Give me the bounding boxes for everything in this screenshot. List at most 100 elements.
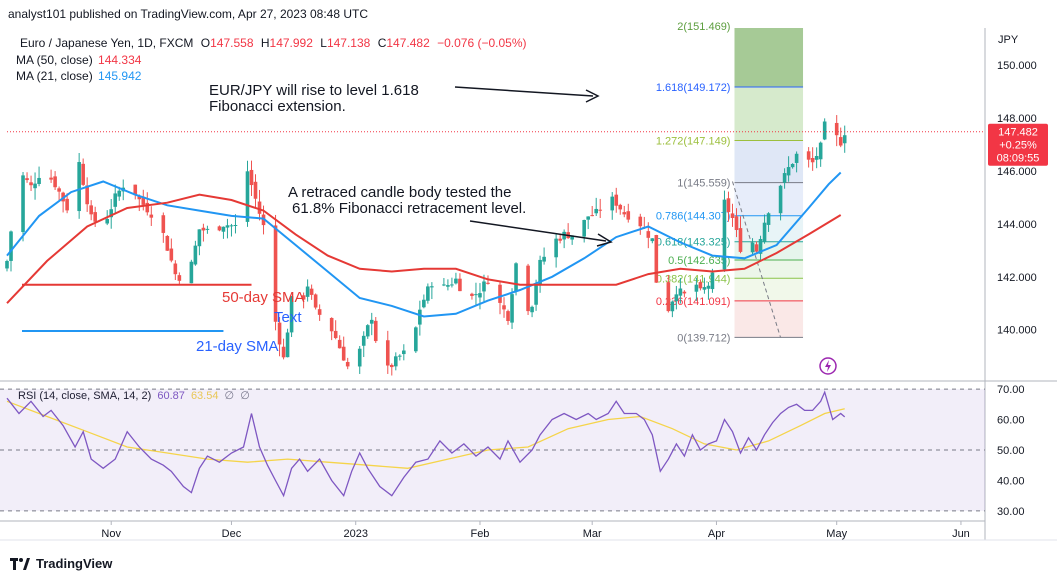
- candle-bearish: [29, 182, 33, 186]
- annotation-50day-sma: 50-day SMA: [222, 289, 305, 306]
- candle-bearish: [145, 202, 150, 213]
- candle-bullish: [305, 286, 310, 297]
- rsi-tick-label: 70.00: [997, 384, 1025, 396]
- tradingview-logo-icon: [10, 557, 30, 570]
- low-label: L: [320, 36, 327, 50]
- candle-bullish: [670, 301, 675, 312]
- candle-bullish: [762, 222, 767, 242]
- currency-label: JPY: [998, 34, 1019, 46]
- candle-bullish: [766, 213, 771, 225]
- candle-bullish: [430, 286, 434, 288]
- candle-bearish: [313, 294, 318, 308]
- candle-bullish: [674, 294, 679, 302]
- candle-bearish: [682, 291, 687, 294]
- candle-bullish: [393, 356, 398, 367]
- fib-level-label: 0.5(142.635): [668, 255, 730, 267]
- time-tick-label: Apr: [708, 528, 725, 540]
- candle-bullish: [534, 285, 538, 305]
- candle-bearish: [618, 204, 623, 210]
- time-tick-label: Dec: [222, 528, 242, 540]
- candle-bearish: [65, 198, 69, 211]
- candle-bullish: [245, 171, 250, 222]
- candle-bullish: [289, 296, 294, 333]
- candle-bullish: [33, 183, 37, 189]
- fib-zone: [734, 278, 804, 301]
- candle-bullish: [790, 163, 795, 168]
- low-value: 147.138: [326, 36, 371, 50]
- candle-bullish: [454, 278, 458, 284]
- fib-zone: [734, 300, 804, 338]
- candle-bearish: [666, 282, 671, 312]
- candle-bearish: [834, 122, 839, 136]
- candle-bearish: [626, 211, 631, 220]
- candle-bearish: [558, 238, 562, 241]
- candle-bullish: [197, 229, 202, 247]
- candle-bearish: [149, 214, 154, 218]
- candle-bearish: [345, 361, 350, 367]
- ma21-line: [6, 171, 842, 318]
- candle-bullish: [586, 216, 590, 220]
- candle-bullish: [369, 319, 374, 324]
- candle-bearish: [590, 215, 594, 217]
- candle-bullish: [422, 299, 426, 308]
- candle-bullish: [510, 294, 514, 323]
- change-value: −0.076 (−0.05%): [437, 36, 527, 50]
- candle-bearish: [161, 215, 166, 233]
- candle-bearish: [498, 284, 502, 303]
- candle-bearish: [614, 194, 619, 206]
- candle-bearish: [470, 293, 474, 296]
- candle-bearish: [81, 163, 85, 185]
- fib-level-label: 1(145.559): [677, 178, 730, 190]
- ma50-line: [6, 193, 842, 304]
- price-tick-label: 150.000: [997, 60, 1037, 72]
- fib-level-label: 2(151.469): [677, 21, 730, 33]
- candle-bullish: [105, 218, 110, 224]
- candle-bearish: [169, 248, 174, 261]
- candle-bullish: [706, 285, 711, 289]
- lightning-icon-bolt: [825, 360, 831, 372]
- close-value: 147.482: [386, 36, 430, 50]
- candle-bearish: [85, 185, 89, 205]
- annotation-arrowhead-2: [596, 233, 613, 247]
- candle-bearish: [301, 295, 306, 300]
- fib-level-label: 1.618(149.172): [656, 82, 731, 94]
- candle-bullish: [530, 306, 534, 313]
- price-tick-label: 148.000: [997, 113, 1037, 125]
- candle-bearish: [165, 236, 170, 251]
- last-price-change: +0.25%: [999, 140, 1037, 152]
- last-price-badge: [988, 123, 1048, 166]
- tradingview-footer[interactable]: TradingView: [10, 556, 112, 571]
- candle-bearish: [273, 225, 278, 322]
- price-tick-label: 146.000: [997, 166, 1037, 178]
- candle-bullish: [205, 228, 210, 230]
- candle-bullish: [233, 224, 238, 226]
- rsi-legend[interactable]: RSI (14, close, SMA, 14, 2) 60.87 63.54 …: [18, 389, 250, 402]
- annotation-retrace-line1: A retraced candle body tested the: [288, 184, 511, 201]
- price-tick-label: 140.000: [997, 325, 1037, 337]
- annotation-arrow-1: [454, 86, 594, 97]
- candle-bearish: [646, 231, 651, 238]
- candle-bullish: [542, 256, 546, 262]
- candle-bullish: [446, 285, 450, 287]
- ma50-legend[interactable]: MA (50, close) 144.334: [16, 53, 141, 67]
- rsi-tick-label: 30.00: [997, 506, 1025, 518]
- lightning-icon-ring: [819, 357, 837, 375]
- last-price-countdown: 08:09:55: [997, 153, 1040, 165]
- candle-bullish: [562, 231, 566, 240]
- candle-bearish: [249, 169, 254, 186]
- candle-bearish: [622, 212, 627, 215]
- symbol-ohlc-line: Euro / Japanese Yen, 1D, FXCM O147.558 H…: [16, 36, 527, 50]
- candle-bearish: [502, 305, 506, 310]
- rsi-ma-legend-value: 63.54: [190, 390, 219, 402]
- candle-bearish: [329, 317, 334, 332]
- time-tick-label: May: [826, 528, 847, 540]
- ma21-legend[interactable]: MA (21, close) 145.942: [16, 69, 141, 83]
- candle-bearish: [734, 216, 739, 231]
- candle-bearish: [341, 346, 346, 361]
- fib-level-label: 0.786(144.307): [656, 211, 731, 223]
- tradingview-brand: TradingView: [36, 556, 113, 571]
- candle-bullish: [822, 121, 827, 140]
- candle-bearish: [253, 181, 258, 199]
- candle-bullish: [5, 260, 9, 269]
